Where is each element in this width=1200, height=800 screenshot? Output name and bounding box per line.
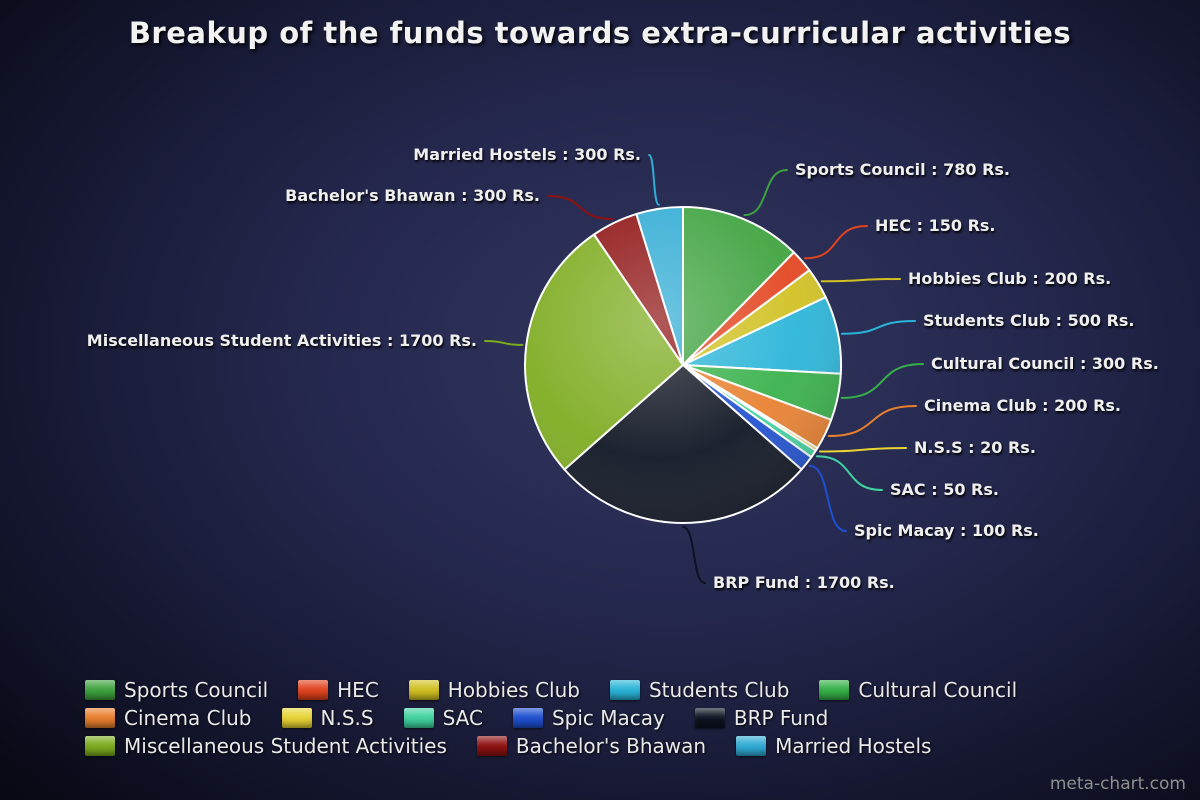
legend-label-spic-macay: Spic Macay <box>551 706 665 730</box>
legend-swatch-cinema-club <box>85 708 115 728</box>
legend-label-miscellaneous-student-activities: Miscellaneous Student Activities <box>124 734 447 758</box>
slice-label-cultural-council: Cultural Council : 300 Rs. <box>931 354 1159 373</box>
watermark: meta-chart.com <box>1049 774 1186 794</box>
legend-item-sac: SAC <box>403 706 483 730</box>
legend-label-students-club: Students Club <box>648 678 790 702</box>
legend-label-cultural-council: Cultural Council <box>858 678 1018 702</box>
slice-label-hobbies-club: Hobbies Club : 200 Rs. <box>908 269 1112 288</box>
legend-swatch-spic-macay <box>512 708 543 728</box>
leader-line-students-club <box>840 320 916 335</box>
legend-label-brp-fund: BRP Fund <box>733 706 829 730</box>
legend-row: Cinema Club N.S.S SAC Spic Macay BRP Fund <box>85 704 1017 732</box>
legend-label-hec: HEC <box>337 678 379 702</box>
legend-swatch-students-club <box>609 680 640 700</box>
legend-label-sac: SAC <box>442 706 483 730</box>
chart-title: Breakup of the funds towards extra-curri… <box>128 16 1072 50</box>
leader-line-miscellaneous-student-activities <box>484 340 524 346</box>
legend-item-married-hostels: Married Hostels <box>736 734 931 758</box>
legend-swatch-miscellaneous-student-activities <box>85 736 115 756</box>
leader-line-sac <box>815 455 883 491</box>
legend-row: Miscellaneous Student Activities Bachelor… <box>85 732 1017 760</box>
legend-item-brp-fund: BRP Fund <box>694 706 829 730</box>
legend-item-hec: HEC <box>298 678 379 702</box>
leader-line-n-s-s <box>819 447 907 453</box>
leader-line-married-hostels <box>648 154 660 206</box>
slice-label-hec: HEC : 150 Rs. <box>875 216 996 235</box>
legend-label-sports-council: Sports Council <box>124 678 269 702</box>
legend-label-bachelor-s-bhawan: Bachelor's Bhawan <box>515 734 707 758</box>
pie-slices-group <box>524 205 843 524</box>
legend-item-cinema-club: Cinema Club <box>85 706 252 730</box>
legend-item-n-s-s: N.S.S <box>281 706 374 730</box>
legend-row: Sports Council HEC Hobbies Club Students Cl… <box>85 676 1017 704</box>
legend-swatch-hobbies-club <box>408 680 439 700</box>
leader-line-spic-macay <box>808 465 847 532</box>
legend-item-cultural-council: Cultural Council <box>819 678 1017 702</box>
slice-label-sac: SAC : 50 Rs. <box>890 480 999 499</box>
leader-line-brp-fund <box>682 526 706 584</box>
leader-lines-group <box>484 154 924 584</box>
slice-label-bachelor-s-bhawan: Bachelor's Bhawan : 300 Rs. <box>285 186 540 205</box>
legend-swatch-brp-fund <box>694 708 725 728</box>
legend-item-spic-macay: Spic Macay <box>512 706 665 730</box>
leader-line-cultural-council <box>840 363 924 399</box>
slice-label-spic-macay: Spic Macay : 100 Rs. <box>854 521 1039 540</box>
legend-label-hobbies-club: Hobbies Club <box>447 678 580 702</box>
slice-label-students-club: Students Club : 500 Rs. <box>923 311 1135 330</box>
legend-item-bachelor-s-bhawan: Bachelor's Bhawan <box>476 734 707 758</box>
legend-swatch-cultural-council <box>819 680 850 700</box>
legend-swatch-sac <box>403 708 434 728</box>
slice-label-cinema-club: Cinema Club : 200 Rs. <box>924 396 1122 415</box>
legend-swatch-n-s-s <box>281 708 312 728</box>
legend-label-cinema-club: Cinema Club <box>124 706 252 730</box>
legend-swatch-hec <box>298 680 329 700</box>
legend-item-students-club: Students Club <box>609 678 790 702</box>
slice-label-miscellaneous-student-activities: Miscellaneous Student Activities : 1700 … <box>86 331 477 350</box>
legend-swatch-bachelor-s-bhawan <box>476 736 507 756</box>
legend-swatch-married-hostels <box>736 736 767 756</box>
legend-label-married-hostels: Married Hostels <box>775 734 932 758</box>
legend: Sports Council HEC Hobbies Club Students Cl… <box>85 676 1017 760</box>
leader-line-sports-council <box>743 169 788 217</box>
legend-item-sports-council: Sports Council <box>85 678 268 702</box>
slice-label-brp-fund: BRP Fund : 1700 Rs. <box>713 573 895 592</box>
leader-line-cinema-club <box>827 405 917 437</box>
leader-line-hec <box>804 225 868 260</box>
legend-label-n-s-s: N.S.S <box>320 706 374 730</box>
slice-label-n-s-s: N.S.S : 20 Rs. <box>914 438 1036 457</box>
slice-label-married-hostels: Married Hostels : 300 Rs. <box>413 145 641 164</box>
legend-item-miscellaneous-student-activities: Miscellaneous Student Activities <box>85 734 447 758</box>
legend-item-hobbies-club: Hobbies Club <box>408 678 580 702</box>
slice-label-sports-council: Sports Council : 780 Rs. <box>795 160 1010 179</box>
leader-line-hobbies-club <box>820 278 901 283</box>
leader-line-bachelor-s-bhawan <box>547 195 614 220</box>
legend-swatch-sports-council <box>85 680 115 700</box>
